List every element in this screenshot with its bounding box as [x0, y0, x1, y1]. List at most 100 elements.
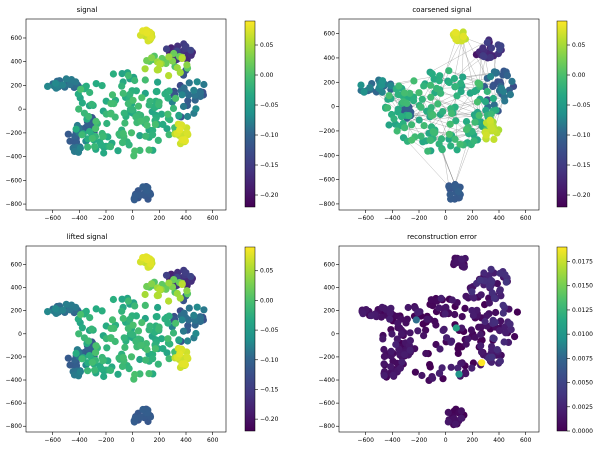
- node-marker: [99, 307, 106, 314]
- node-marker: [175, 336, 182, 343]
- node-marker: [401, 89, 408, 96]
- y-tick-label: 0: [18, 106, 22, 113]
- node-marker: [135, 103, 142, 110]
- node-marker: [379, 335, 386, 342]
- x-tick-label: 0: [444, 437, 448, 444]
- node-marker: [86, 352, 93, 359]
- node-markers: [44, 253, 207, 425]
- colorbar-gradient: [557, 21, 567, 207]
- y-tick-label: 600: [11, 35, 23, 42]
- node-marker: [451, 75, 458, 82]
- y-tick-label: −600: [319, 400, 336, 407]
- node-marker: [390, 115, 397, 122]
- node-marker: [131, 77, 138, 84]
- node-marker: [507, 91, 514, 98]
- node-marker: [500, 302, 507, 309]
- node-marker: [143, 29, 150, 36]
- node-marker: [131, 147, 138, 154]
- node-marker: [497, 42, 504, 49]
- node-marker: [128, 353, 135, 360]
- y-tick-label: −200: [319, 128, 336, 135]
- y-tick-label: −200: [6, 130, 23, 137]
- node-marker: [430, 128, 437, 135]
- node-marker: [418, 372, 425, 379]
- node-marker: [449, 296, 456, 303]
- node-marker: [368, 312, 375, 319]
- node-marker: [471, 119, 478, 126]
- colorbar-gradient: [245, 21, 255, 207]
- node-marker: [186, 79, 193, 86]
- node-marker: [184, 337, 191, 344]
- x-tick-label: −600: [44, 215, 61, 222]
- node-marker: [183, 287, 190, 294]
- node-marker: [120, 90, 127, 97]
- x-tick-label: 400: [180, 437, 192, 444]
- node-marker: [489, 334, 496, 341]
- node-marker: [424, 316, 431, 323]
- node-marker: [439, 108, 446, 115]
- node-marker: [149, 131, 156, 138]
- node-marker: [118, 83, 125, 90]
- node-marker: [435, 304, 442, 311]
- node-marker: [166, 87, 173, 94]
- x-tick-label: 200: [154, 215, 166, 222]
- node-marker: [99, 133, 106, 140]
- colorbar-tick-label: −0.05: [260, 102, 279, 109]
- node-marker: [109, 316, 116, 323]
- node-marker: [504, 72, 511, 79]
- node-marker: [398, 358, 405, 365]
- node-marker: [432, 321, 439, 328]
- node-marker: [380, 360, 387, 367]
- colorbar-tick-label: −0.15: [260, 162, 279, 169]
- node-marker: [464, 335, 471, 342]
- node-marker: [172, 95, 179, 102]
- node-marker: [155, 326, 162, 333]
- node-marker: [438, 135, 445, 142]
- node-marker: [408, 121, 415, 128]
- y-tick-label: 200: [324, 79, 336, 86]
- node-marker: [156, 286, 163, 293]
- node-marker: [138, 342, 145, 349]
- node-marker: [514, 309, 521, 316]
- node-marker: [146, 98, 153, 105]
- node-marker: [407, 347, 414, 354]
- node-marker: [387, 305, 394, 312]
- node-marker: [91, 367, 98, 374]
- node-marker: [138, 118, 145, 125]
- x-tick-label: −400: [384, 215, 401, 222]
- node-marker: [420, 332, 427, 339]
- node-marker: [126, 365, 133, 372]
- node-marker: [143, 122, 150, 129]
- colorbar: 0.050.00−0.05−0.10−0.15−0.20: [557, 21, 591, 207]
- node-marker: [92, 125, 99, 132]
- node-marker: [121, 120, 128, 127]
- node-marker: [63, 75, 70, 82]
- node-marker: [152, 121, 159, 128]
- node-marker: [395, 82, 402, 89]
- node-marker: [156, 60, 163, 67]
- node-marker: [78, 355, 85, 362]
- node-marker: [462, 293, 469, 300]
- colorbar-tick-label: 0.00: [260, 72, 274, 79]
- node-marker: [163, 45, 170, 52]
- node-marker: [170, 105, 177, 112]
- node-marker: [98, 365, 105, 372]
- node-marker: [121, 344, 128, 351]
- node-marker: [508, 78, 515, 85]
- node-marker: [139, 183, 146, 190]
- node-marker: [142, 302, 149, 309]
- node-marker: [445, 183, 452, 190]
- node-marker: [357, 82, 364, 89]
- node-marker: [75, 330, 82, 337]
- node-marker: [414, 327, 421, 334]
- node-marker: [192, 105, 199, 112]
- node-marker: [394, 127, 401, 134]
- node-marker: [503, 279, 510, 286]
- node-marker: [187, 47, 194, 54]
- node-marker: [183, 61, 190, 68]
